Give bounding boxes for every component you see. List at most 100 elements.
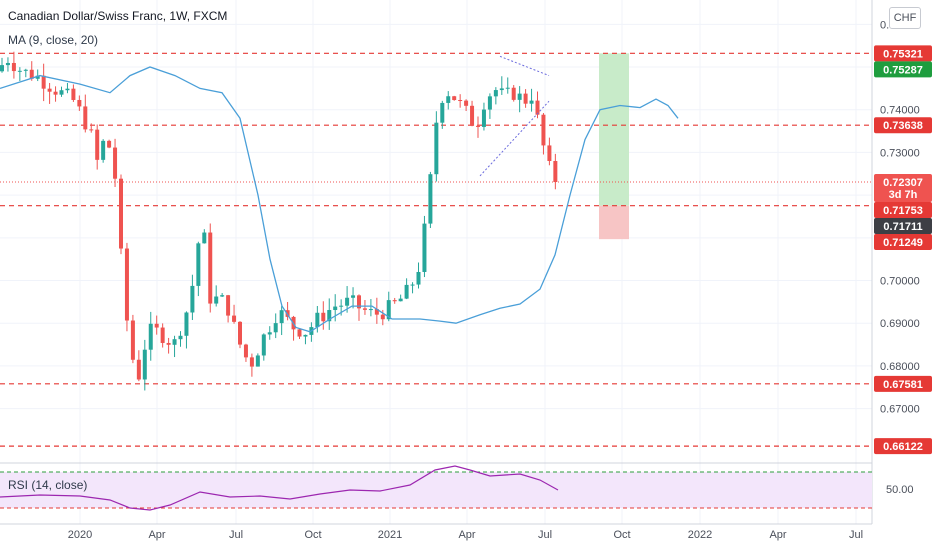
candle-body (232, 315, 237, 322)
ma-indicator-label[interactable]: MA (9, close, 20) (8, 33, 99, 47)
candle-body (321, 312, 326, 322)
price-badge-bg (874, 375, 932, 392)
candle-body (238, 321, 242, 345)
moving-average (0, 66, 679, 333)
candle-body (339, 305, 344, 307)
time-tick-label: 2020 (68, 529, 92, 541)
candle (71, 84, 76, 102)
price-tick-label: 0.69000 (880, 318, 920, 330)
candle-body (208, 232, 213, 304)
candle-body (523, 93, 528, 104)
candle-body (243, 344, 248, 358)
candle-body (464, 100, 469, 106)
candle (0, 57, 4, 73)
candle-body (95, 129, 100, 160)
candle (11, 51, 16, 79)
candle-body (404, 284, 409, 299)
candle-body (101, 140, 106, 160)
time-tick-label: Apr (148, 529, 165, 541)
candle (458, 94, 463, 108)
chart-title: Canadian Dollar/Swiss Franc, 1W, FXCM (8, 9, 228, 23)
candle-body (380, 314, 385, 320)
candle (416, 262, 421, 289)
candle (368, 299, 373, 317)
price-badge: 0.75287 (874, 61, 932, 78)
candle (119, 174, 123, 255)
candle (267, 326, 272, 340)
rsi-tick-label: 50.00 (886, 484, 914, 496)
candle (23, 68, 28, 78)
candle-body (493, 90, 498, 97)
candle-body (220, 295, 225, 297)
candle-body (53, 91, 58, 95)
candle-body (154, 323, 159, 328)
candle-body (499, 88, 504, 91)
price-badge-bg (874, 218, 932, 235)
candle (47, 82, 52, 104)
candle (422, 215, 427, 278)
price-badge: 0.75321 (874, 45, 932, 62)
candle (35, 69, 40, 82)
candle-body (124, 248, 129, 321)
price-badge-label: 0.71753 (883, 205, 923, 217)
candle (428, 171, 433, 229)
candle (178, 331, 183, 347)
candle-body (529, 100, 534, 104)
candle-body (458, 100, 463, 102)
candle-body (517, 93, 522, 100)
candle (255, 353, 260, 367)
ma-line (0, 66, 679, 333)
candle-body (184, 312, 189, 336)
candle-body (178, 335, 183, 340)
candle-body (505, 87, 510, 89)
time-tick-label: Oct (304, 529, 321, 541)
candle-body (416, 271, 421, 285)
candle-body (77, 99, 82, 107)
price-tick-label: 0.68000 (880, 361, 920, 373)
price-badge-countdown: 3d 7h (889, 189, 918, 201)
candle (464, 99, 469, 112)
candle-body (136, 359, 141, 380)
candle (226, 294, 231, 323)
currency-button[interactable]: CHF (889, 7, 921, 29)
candle-body (119, 178, 123, 249)
candle (214, 285, 219, 307)
candle (362, 300, 367, 315)
candle (327, 298, 332, 330)
candle-body (392, 300, 397, 302)
price-badge-bg (874, 438, 932, 455)
price-badge-bg (874, 174, 932, 203)
candle (154, 315, 159, 335)
candle-body (35, 75, 40, 79)
candle (53, 86, 58, 102)
candle (499, 76, 504, 95)
candle-body (226, 295, 231, 316)
candle-body (345, 297, 350, 306)
candle (404, 278, 409, 300)
price-badge-bg (874, 45, 932, 62)
candle (517, 86, 522, 113)
position-zones (599, 53, 629, 240)
candle-body (273, 323, 278, 333)
price-tick-label: 0.70000 (880, 276, 920, 288)
candle-body (89, 129, 94, 131)
candle-body (362, 308, 367, 310)
candle-body (41, 75, 46, 89)
candle (279, 305, 284, 336)
candle (17, 67, 22, 82)
candle (107, 139, 112, 149)
price-tick-label: 0.73000 (880, 147, 920, 159)
candle-body (422, 223, 427, 272)
rsi-indicator-label[interactable]: RSI (14, close) (8, 478, 88, 492)
candle-body (11, 62, 16, 72)
price-badge: 0.71753 (874, 202, 932, 219)
price-badge: 0.71249 (874, 234, 932, 251)
candle-body (29, 69, 34, 79)
price-badge: 0.71711 (874, 218, 932, 235)
candle-body (476, 125, 480, 127)
candle-body (333, 306, 338, 311)
candle-body (547, 145, 552, 161)
candle-body (410, 284, 415, 286)
